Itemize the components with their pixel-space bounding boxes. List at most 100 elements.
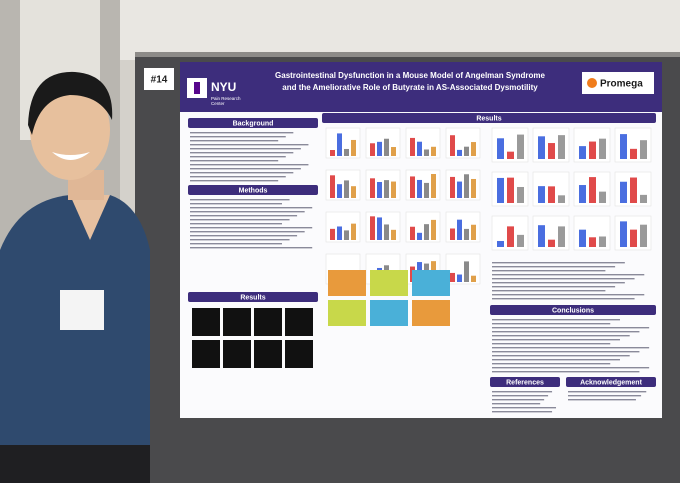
text-line xyxy=(492,319,620,321)
text-line xyxy=(492,343,611,345)
figure-bar xyxy=(330,150,335,156)
text-line xyxy=(190,231,305,233)
figure-bar xyxy=(391,181,396,198)
figure-bar xyxy=(507,226,514,247)
figure-bar xyxy=(351,139,356,156)
figure-bar xyxy=(497,177,504,203)
nyu-logo: NYU xyxy=(211,80,236,94)
figure-bar xyxy=(424,182,429,198)
figure-bar xyxy=(391,229,396,240)
heatmap xyxy=(412,300,450,326)
text-line xyxy=(492,335,630,337)
text-line xyxy=(190,140,279,142)
text-line xyxy=(492,363,611,365)
figure-bar xyxy=(497,138,504,159)
text-line xyxy=(492,347,650,349)
section-header: Acknowledgement xyxy=(580,379,643,386)
text-line xyxy=(492,282,625,284)
figure-bar xyxy=(410,176,415,198)
heatmap xyxy=(370,270,408,296)
text-line xyxy=(492,339,620,341)
text-line xyxy=(190,156,286,158)
person-smile xyxy=(52,152,90,160)
figure-bar xyxy=(384,224,389,240)
text-line xyxy=(190,180,279,182)
figure-bar xyxy=(424,224,429,240)
figure-bar xyxy=(589,177,596,203)
section-header: References xyxy=(506,379,544,386)
person-face xyxy=(30,80,110,180)
text-line xyxy=(190,168,301,170)
text-line xyxy=(190,160,279,162)
text-line xyxy=(492,355,630,357)
figure-bar xyxy=(450,272,455,282)
figure-bar xyxy=(370,143,375,156)
figure-bar xyxy=(337,184,342,198)
figure-bar xyxy=(620,181,627,203)
figure-bar xyxy=(417,232,422,240)
text-line xyxy=(190,144,309,146)
section-header-bar xyxy=(566,377,656,387)
figure-bar xyxy=(471,178,476,198)
micrograph xyxy=(285,308,313,336)
figure-bar xyxy=(630,148,637,159)
figure-bar xyxy=(431,174,436,198)
figure-bar xyxy=(579,185,586,203)
figure-bar xyxy=(589,141,596,159)
figure-bar xyxy=(457,274,462,282)
section-header-bar xyxy=(490,377,560,387)
figure-bar xyxy=(384,180,389,198)
person-hair xyxy=(28,71,113,135)
poster-header xyxy=(180,62,662,112)
figure-bar xyxy=(330,228,335,240)
section-header: Background xyxy=(233,120,274,127)
heatmap xyxy=(412,270,450,296)
text-line xyxy=(492,327,650,329)
text-line xyxy=(492,270,606,272)
figure-bar xyxy=(507,151,514,159)
figure-bar xyxy=(538,136,545,159)
figure-bar xyxy=(344,148,349,156)
figure-bar xyxy=(471,224,476,240)
text-line xyxy=(568,391,647,393)
figure-bar xyxy=(464,261,469,282)
section-header: Results xyxy=(240,294,265,301)
text-line xyxy=(492,367,650,369)
figure-bar xyxy=(599,236,606,247)
figure-bar xyxy=(344,230,349,240)
figure-bar xyxy=(640,194,647,203)
text-line xyxy=(492,359,620,361)
figure-bar xyxy=(384,138,389,156)
figure-bar xyxy=(457,219,462,240)
figure-bar xyxy=(579,229,586,247)
figure-bar xyxy=(464,174,469,198)
figure-bar xyxy=(548,143,555,159)
figure-bar xyxy=(457,181,462,198)
text-line xyxy=(190,203,282,205)
figure-bar xyxy=(344,180,349,198)
figure-bar xyxy=(431,146,436,156)
figure-bar xyxy=(517,134,524,159)
micrograph xyxy=(223,340,251,368)
figure-bar xyxy=(471,275,476,282)
text-line xyxy=(190,199,290,201)
figure-bar xyxy=(351,223,356,240)
figure-bar xyxy=(337,226,342,240)
text-line xyxy=(190,235,298,237)
figure-bar xyxy=(640,140,647,159)
heatmap xyxy=(370,300,408,326)
figure-bar xyxy=(507,177,514,203)
text-line xyxy=(190,136,286,138)
poster-title: Gastrointestinal Dysfunction in a Mouse … xyxy=(275,71,546,80)
figure-bar xyxy=(377,141,382,156)
text-line xyxy=(492,399,545,401)
section-header-bar xyxy=(322,113,656,123)
section-header-bar xyxy=(188,292,318,302)
figure-bar xyxy=(464,146,469,156)
figure-bar xyxy=(630,177,637,203)
section-header: Results xyxy=(476,115,501,122)
text-line xyxy=(492,411,553,413)
text-line xyxy=(492,323,611,325)
text-line xyxy=(190,132,294,134)
sponsor-icon xyxy=(587,78,597,88)
